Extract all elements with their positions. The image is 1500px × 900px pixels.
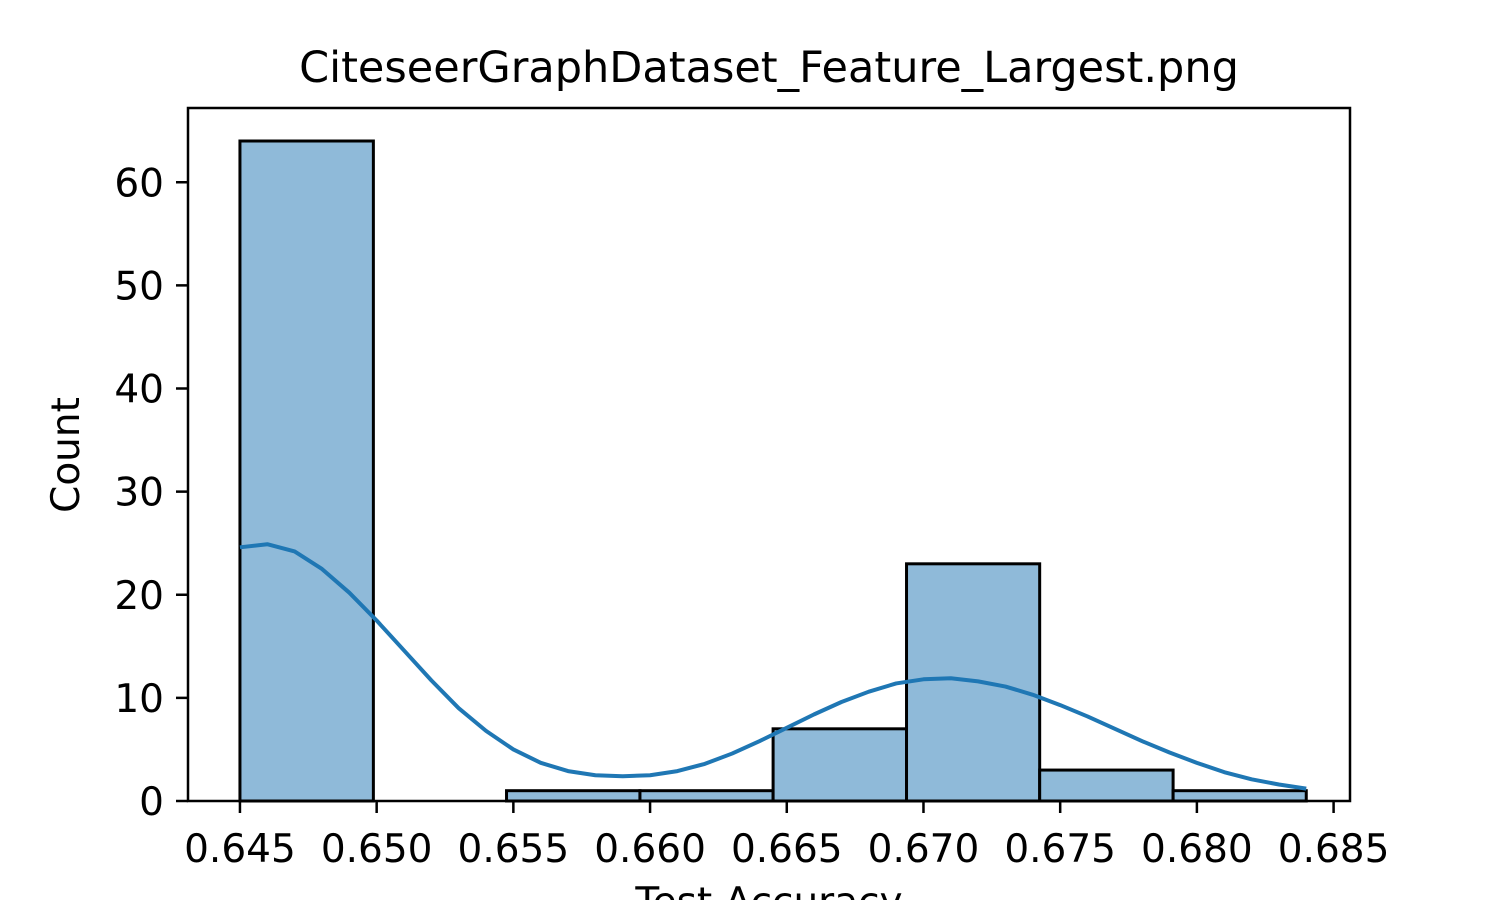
histogram-bar (1038, 768, 1175, 803)
histogram-bar (638, 789, 775, 803)
histogram-bars (238, 139, 1308, 803)
x-tick-label: 0.655 (458, 827, 570, 872)
x-tick-label: 0.675 (1004, 827, 1116, 872)
kde-curve (239, 542, 1307, 791)
histogram-bar (238, 139, 375, 803)
y-axis-ticks: 0 10 20 30 40 50 60 (114, 161, 188, 825)
x-axis-label: Test Accuracy (634, 880, 902, 900)
y-tick-label: 30 (114, 471, 164, 516)
chart-title: CiteseerGraphDataset_Feature_Largest.png (299, 43, 1239, 93)
x-tick-label: 0.680 (1141, 827, 1253, 872)
histogram-bar (1171, 789, 1308, 803)
x-tick-label: 0.665 (731, 827, 843, 872)
y-tick-label: 20 (114, 574, 164, 619)
x-tick-label: 0.670 (868, 827, 980, 872)
x-tick-label: 0.650 (321, 827, 433, 872)
y-tick-label: 10 (114, 677, 164, 722)
histogram-bar (505, 789, 642, 803)
x-tick-label: 0.660 (594, 827, 706, 872)
x-axis-ticks: 0.645 0.650 0.655 0.660 0.665 0.670 0.675 0.680… (184, 801, 1389, 872)
y-tick-label: 50 (114, 264, 164, 309)
plot-frame (186, 106, 1352, 803)
y-tick-label: 60 (114, 161, 164, 206)
y-tick-label: 40 (114, 368, 164, 413)
y-tick-label: 0 (139, 780, 164, 825)
histogram-bar (771, 727, 909, 803)
x-tick-label: 0.685 (1278, 827, 1390, 872)
x-tick-label: 0.645 (184, 827, 296, 872)
y-axis-label: Count (44, 397, 89, 513)
